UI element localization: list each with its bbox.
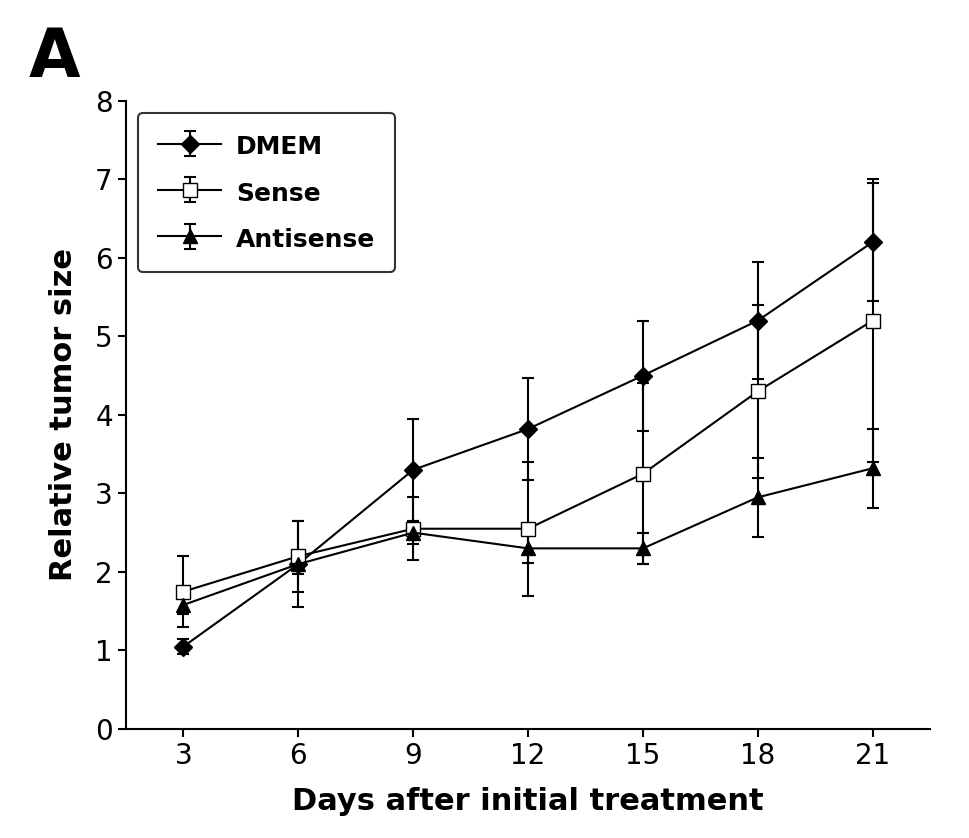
X-axis label: Days after initial treatment: Days after initial treatment bbox=[293, 787, 764, 816]
Y-axis label: Relative tumor size: Relative tumor size bbox=[49, 248, 78, 582]
Text: A: A bbox=[29, 25, 80, 91]
Legend: DMEM, Sense, Antisense: DMEM, Sense, Antisense bbox=[139, 113, 395, 272]
